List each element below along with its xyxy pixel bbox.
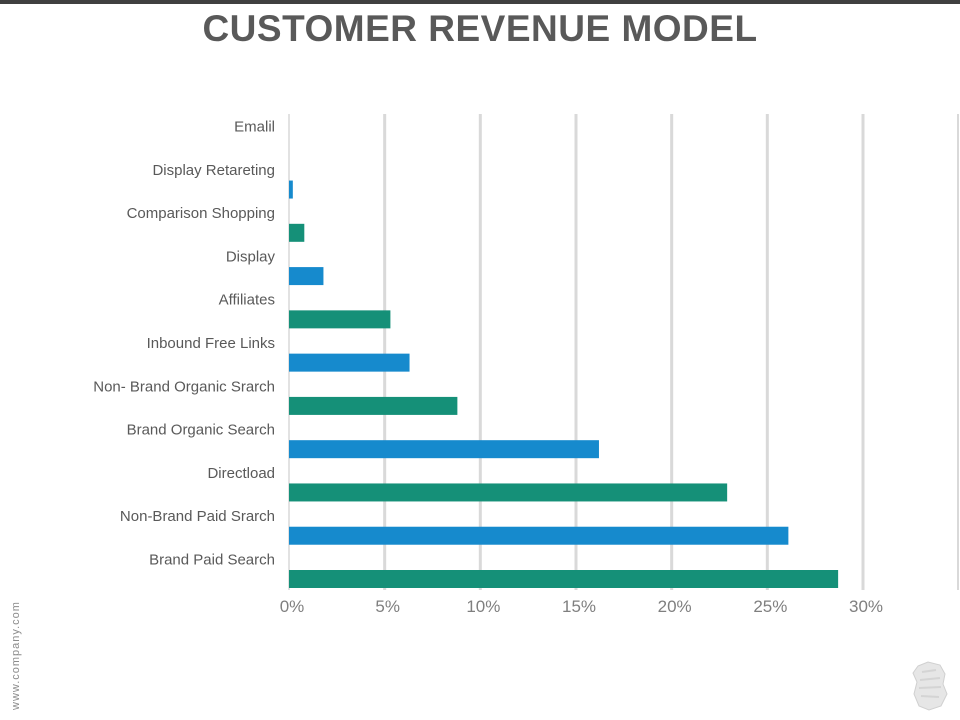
x-tick-label: 30% xyxy=(849,597,883,616)
category-label: Non- Brand Organic Srarch xyxy=(93,378,275,395)
bar-3 xyxy=(289,267,324,286)
category-label: Affiliates xyxy=(219,292,275,309)
category-label: Brand Organic Search xyxy=(127,422,275,439)
brand-logo-icon xyxy=(912,661,948,711)
category-label: Emalil xyxy=(234,119,275,136)
x-tick-label: 20% xyxy=(658,597,692,616)
bar-1 xyxy=(289,180,293,199)
category-label: Display xyxy=(226,248,276,265)
page-title: CUSTOMER REVENUE MODEL xyxy=(202,8,758,49)
bar-4 xyxy=(289,310,391,329)
bar-7 xyxy=(289,440,599,459)
footer-watermark: www.company.com xyxy=(10,600,24,710)
category-label: Brand Paid Search xyxy=(149,551,275,568)
bar-5 xyxy=(289,353,410,372)
x-tick-label: 15% xyxy=(562,597,596,616)
category-label: Non-Brand Paid Srarch xyxy=(120,508,275,525)
footer-site-text: www.company.com xyxy=(10,601,22,710)
bar-9 xyxy=(289,526,789,545)
x-tick-label: 25% xyxy=(753,597,787,616)
category-label: Display Retareting xyxy=(152,162,275,179)
bar-8 xyxy=(289,483,728,502)
bar-10 xyxy=(289,570,839,588)
category-label: Inbound Free Links xyxy=(147,335,275,352)
x-tick-label: 0% xyxy=(280,597,305,616)
x-tick-label: 5% xyxy=(375,597,400,616)
bar-6 xyxy=(289,396,458,415)
x-tick-label: 10% xyxy=(466,597,500,616)
category-label: Comparison Shopping xyxy=(127,205,275,222)
bar-2 xyxy=(289,223,305,242)
top-rule xyxy=(0,0,960,4)
category-label: Directload xyxy=(207,465,275,482)
